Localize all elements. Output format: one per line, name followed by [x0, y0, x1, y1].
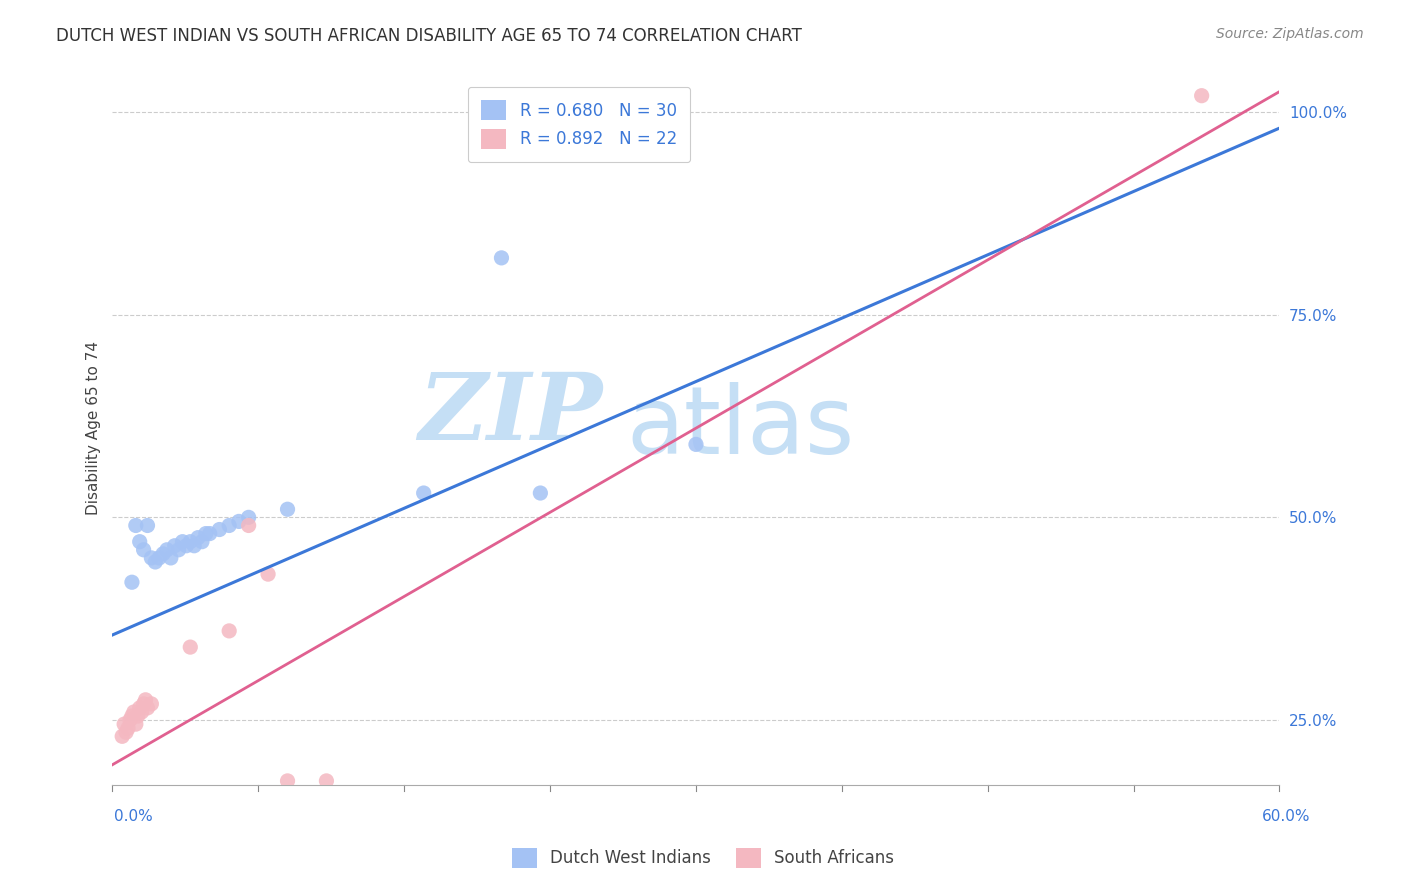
Point: [160, 550, 183, 565]
Point: [276, 502, 298, 516]
Legend: R = 0.680   N = 30, R = 0.892   N = 22: R = 0.680 N = 30, R = 0.892 N = 22: [468, 87, 690, 162]
Point: [257, 567, 280, 582]
Legend: Dutch West Indians, South Africans: Dutch West Indians, South Africans: [505, 841, 901, 875]
Point: [412, 486, 434, 500]
Point: [276, 773, 298, 788]
Point: [187, 531, 209, 545]
Point: [115, 725, 138, 739]
Point: [118, 713, 141, 727]
Point: [136, 701, 159, 715]
Point: [163, 539, 186, 553]
Point: [125, 717, 148, 731]
Point: [121, 709, 143, 723]
Point: [121, 575, 143, 590]
Point: [167, 542, 190, 557]
Point: [238, 518, 260, 533]
Point: [685, 437, 707, 451]
Point: [125, 518, 148, 533]
Text: 0.0%: 0.0%: [114, 809, 153, 823]
Point: [128, 534, 150, 549]
Point: [148, 550, 170, 565]
Point: [315, 773, 337, 788]
Point: [141, 697, 163, 711]
Point: [176, 539, 198, 553]
Point: [128, 701, 150, 715]
Text: Source: ZipAtlas.com: Source: ZipAtlas.com: [1216, 27, 1364, 41]
Point: [136, 518, 159, 533]
Point: [132, 697, 155, 711]
Text: DUTCH WEST INDIAN VS SOUTH AFRICAN DISABILITY AGE 65 TO 74 CORRELATION CHART: DUTCH WEST INDIAN VS SOUTH AFRICAN DISAB…: [56, 27, 801, 45]
Point: [198, 526, 221, 541]
Point: [228, 515, 250, 529]
Point: [1191, 88, 1213, 103]
Point: [183, 539, 205, 553]
Point: [208, 523, 231, 537]
Text: atlas: atlas: [626, 382, 855, 475]
Point: [491, 251, 513, 265]
Point: [191, 534, 214, 549]
Point: [135, 693, 157, 707]
Point: [194, 526, 217, 541]
Text: ZIP: ZIP: [419, 369, 603, 458]
Point: [141, 550, 163, 565]
Point: [179, 534, 201, 549]
Point: [156, 542, 179, 557]
Point: [152, 547, 174, 561]
Point: [122, 705, 145, 719]
Text: 60.0%: 60.0%: [1263, 809, 1310, 823]
Point: [112, 717, 135, 731]
Point: [218, 518, 240, 533]
Point: [529, 486, 551, 500]
Point: [117, 721, 139, 735]
Point: [111, 729, 134, 743]
Point: [172, 534, 194, 549]
Point: [218, 624, 240, 638]
Point: [238, 510, 260, 524]
Point: [127, 709, 149, 723]
Point: [143, 555, 166, 569]
Point: [132, 542, 155, 557]
Point: [131, 705, 153, 719]
Y-axis label: Disability Age 65 to 74: Disability Age 65 to 74: [86, 341, 101, 516]
Point: [179, 640, 201, 654]
